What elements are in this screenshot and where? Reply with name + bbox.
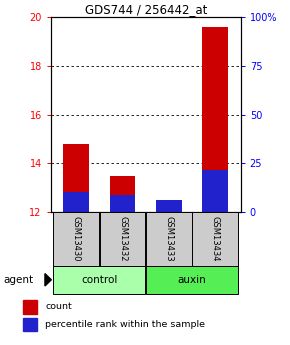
Text: percentile rank within the sample: percentile rank within the sample (45, 320, 205, 329)
Title: GDS744 / 256442_at: GDS744 / 256442_at (85, 3, 207, 16)
Text: agent: agent (3, 275, 33, 285)
Bar (100, 212, 145, 266)
Bar (64, 144, 89, 212)
Bar (110, 195, 135, 212)
Bar (156, 199, 182, 212)
Text: control: control (81, 275, 117, 285)
Bar (156, 206, 182, 212)
Bar (64, 192, 89, 212)
Bar (53, 266, 146, 294)
Text: GSM13433: GSM13433 (164, 216, 173, 262)
Bar (23, 318, 37, 332)
Text: GSM13430: GSM13430 (72, 216, 81, 262)
Bar (23, 300, 37, 314)
Bar (146, 266, 238, 294)
Text: auxin: auxin (178, 275, 206, 285)
Bar (146, 212, 192, 266)
Bar (202, 27, 228, 212)
Text: GSM13434: GSM13434 (211, 216, 220, 262)
Bar (202, 170, 228, 212)
Bar (110, 176, 135, 212)
Text: count: count (45, 302, 72, 311)
Polygon shape (45, 274, 51, 286)
Text: GSM13432: GSM13432 (118, 216, 127, 262)
Bar (192, 212, 238, 266)
Bar (53, 212, 99, 266)
